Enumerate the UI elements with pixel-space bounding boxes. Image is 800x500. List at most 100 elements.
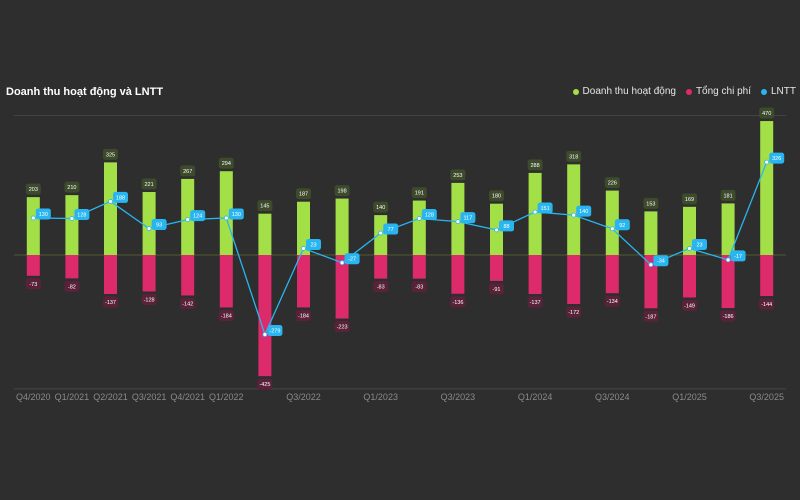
profit-point <box>69 216 75 221</box>
cost-label-bg <box>682 299 697 311</box>
revenue-label: 267 <box>183 169 192 175</box>
profit-label-bg <box>267 325 283 337</box>
legend-label-revenue: Doanh thu hoạt động <box>582 86 676 97</box>
x-tick-label: Q3/2023 <box>441 392 476 402</box>
revenue-label-bg <box>141 178 157 190</box>
cost-bar <box>335 255 349 319</box>
revenue-label: 140 <box>376 205 385 211</box>
profit-point <box>416 216 422 221</box>
legend-dot-revenue <box>572 88 579 95</box>
cost-bar <box>65 255 79 279</box>
revenue-bar <box>335 198 349 255</box>
cost-label-bg <box>25 278 41 290</box>
cost-label: -128 <box>144 297 155 303</box>
cost-bar <box>412 255 426 279</box>
revenue-label: 203 <box>29 187 38 193</box>
cost-bar <box>142 255 156 292</box>
cost-label-bg <box>141 293 157 305</box>
revenue-label: 181 <box>724 193 733 199</box>
cost-label: -149 <box>684 303 695 309</box>
revenue-label-bg <box>180 165 196 177</box>
cost-label-bg <box>373 281 389 293</box>
profit-label: 124 <box>193 214 202 220</box>
x-tick-label: Q1/2022 <box>209 392 244 402</box>
profit-label: 326 <box>772 156 781 162</box>
profit-point <box>532 209 538 215</box>
cost-bar <box>644 255 658 309</box>
chart-title: Doanh thu hoạt động và LNTT <box>6 86 164 98</box>
cost-label: -83 <box>415 285 423 291</box>
cost-bar <box>219 255 233 308</box>
x-tick-label: Q3/2025 <box>749 392 784 402</box>
profit-label-bg <box>769 152 785 164</box>
profit-label-bg <box>344 253 360 265</box>
profit-point <box>648 262 654 268</box>
revenue-label-bg <box>411 187 427 199</box>
revenue-label-bg <box>759 107 775 119</box>
legend-dot-profit <box>761 88 767 95</box>
legend-item-profit: LNTT <box>761 86 796 97</box>
profit-point <box>301 246 306 251</box>
profit-label-bg <box>151 218 167 230</box>
profit-label: 130 <box>39 212 48 218</box>
revenue-label: 221 <box>145 182 154 188</box>
revenue-label-bg <box>257 200 273 212</box>
profit-label: -34 <box>657 259 665 265</box>
cost-label: -184 <box>298 313 309 319</box>
cost-label-bg <box>759 298 775 310</box>
cost-bar <box>26 255 40 276</box>
revenue-label: 226 <box>608 181 617 187</box>
cost-label-bg <box>103 296 118 308</box>
cost-label-bg <box>411 281 427 293</box>
x-tick-label: Q1/2023 <box>363 392 398 402</box>
revenue-label: 187 <box>299 192 308 198</box>
revenue-bar <box>104 162 117 255</box>
cost-label: -142 <box>182 301 193 307</box>
profit-label: 88 <box>503 224 509 230</box>
cost-bar <box>760 255 774 297</box>
cost-label: -186 <box>723 314 734 320</box>
profit-label-bg <box>653 255 669 267</box>
revenue-label-bg <box>527 159 543 171</box>
x-tick-label: Q3/2024 <box>595 392 630 402</box>
revenue-bar <box>760 121 774 255</box>
cost-bar <box>567 255 581 305</box>
profit-point <box>30 215 36 221</box>
cost-bar <box>451 255 465 294</box>
cost-bar <box>104 255 117 295</box>
profit-label: 77 <box>388 227 394 233</box>
revenue-label-bg <box>720 189 736 201</box>
profit-label-bg <box>113 191 128 203</box>
revenue-bar <box>219 171 233 255</box>
revenue-label: 288 <box>531 163 540 169</box>
profit-label-bg <box>421 209 437 221</box>
cost-label: -136 <box>452 300 463 306</box>
cost-label-bg <box>218 309 234 321</box>
revenue-label-bg <box>450 169 466 181</box>
cost-label: -184 <box>221 313 232 319</box>
revenue-label-bg <box>103 148 118 160</box>
x-tick-label: Q3/2021 <box>132 392 167 402</box>
profit-point <box>609 226 615 232</box>
revenue-label-bg <box>643 197 659 209</box>
profit-label: 140 <box>579 209 588 215</box>
cost-label-bg <box>257 378 273 390</box>
cost-label: -137 <box>105 300 116 306</box>
cost-label-bg <box>64 280 80 292</box>
profit-point <box>378 230 384 236</box>
cost-label: -223 <box>337 325 348 331</box>
cost-bar <box>258 255 272 377</box>
revenue-label-bg <box>566 150 582 162</box>
cost-label-bg <box>180 297 196 309</box>
cost-label-bg <box>334 321 350 333</box>
legend-dot-cost <box>685 88 692 95</box>
cost-label-bg <box>527 296 543 308</box>
legend-label-cost: Tổng chi phí <box>695 86 751 97</box>
x-tick-label: Q3/2022 <box>286 392 321 402</box>
revenue-label: 210 <box>67 185 76 191</box>
profit-label-bg <box>730 250 746 262</box>
cost-label: -425 <box>259 382 270 388</box>
revenue-label: 198 <box>338 189 347 195</box>
revenue-bar <box>451 182 465 255</box>
profit-label: 128 <box>425 213 434 219</box>
